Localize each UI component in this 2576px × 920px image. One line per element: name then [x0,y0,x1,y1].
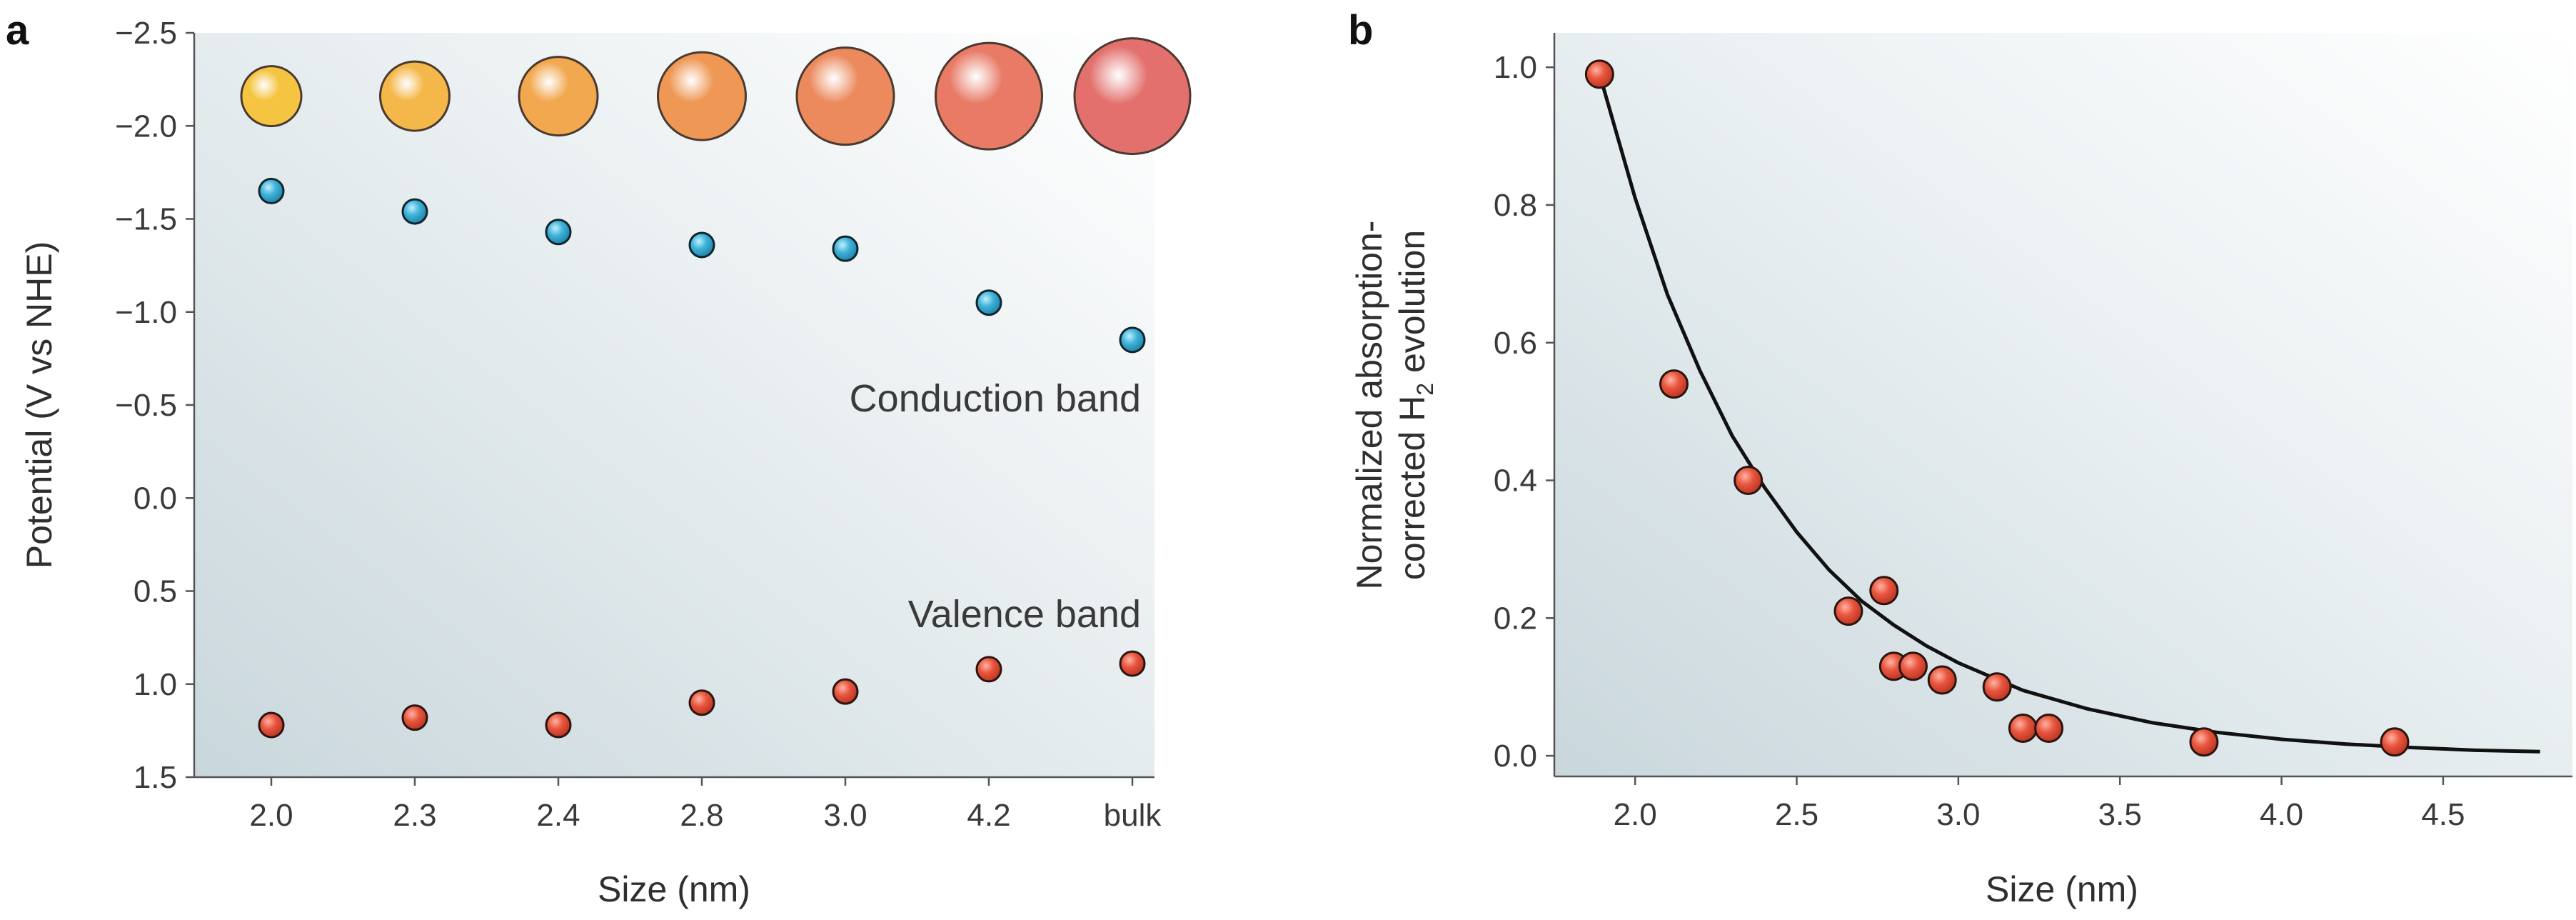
panel-a-y-tick-label: −2.0 [115,109,177,144]
panel-b: b 0.00.20.40.60.81.0 2.0 2.5 3.0 3.5 4.0 4.5 … [1348,7,2572,909]
panel-b-y-title-subscript: 2 [1412,383,1438,396]
valence-band-point [688,689,715,716]
h2-evolution-point [2034,714,2064,744]
valence-band-point [545,711,572,739]
panel-a-y-axis-title: Potential (V vs NHE) [19,241,59,569]
valence-band-label: Valence band [908,593,1141,636]
panel-a-y-tick-label: −1.0 [115,295,177,330]
valence-band-point [832,678,859,705]
panel-b-x-tick-label: 4.5 [2421,797,2465,832]
panel-a-y-tick-label: 1.5 [134,760,177,795]
h2-evolution-point [2189,727,2219,757]
panel-a-x-tick-label: 2.4 [536,798,580,833]
valence-band-point [401,704,428,731]
h2-evolution-point [1927,665,1957,695]
panel-a-letter: a [6,7,29,54]
panel-b-y-tick-label: 1.0 [1494,50,1537,85]
conduction-band-point [258,177,285,204]
panel-b-y-ticks: 0.0 0.2 0.4 0.6 0.8 1.0 [1494,50,1554,774]
panel-b-y-tick-label: 0.0 [1494,739,1537,774]
panel-b-x-tick-label: 3.5 [2098,797,2142,832]
conduction-band-point [1119,326,1146,354]
svg-text:corrected H2 evolution: corrected H2 evolution [1392,230,1438,580]
panel-a-y-tick-label: −1.5 [115,202,177,237]
panel-a-x-tick-label: 4.2 [967,798,1010,833]
panel-b-y-title-line1: Normalized absorption- [1349,221,1389,590]
valence-band-point [258,711,285,739]
panel-a-x-tick-label: 2.0 [249,798,293,833]
panel-b-y-tick-label: 0.4 [1494,464,1537,499]
panel-a-x-tick-label: bulk [1104,798,1162,833]
quantum-dot-sphere [518,56,599,137]
conduction-band-point [545,219,572,246]
valence-band-point [1119,650,1146,677]
panel-b-background [1554,33,2572,776]
panel-b-x-ticks: 2.0 2.5 3.0 3.5 4.0 4.5 [1614,776,2465,832]
panel-a-y-ticks: −2.5 −2.0 −1.5 −1.0 −0.5 0.0 0.5 1.0 1.5 [115,16,194,795]
quantum-dot-sphere [935,41,1043,151]
h2-evolution-point [1833,596,1863,626]
h2-evolution-point [1982,672,2012,702]
h2-evolution-point [2008,714,2038,744]
h2-evolution-point [1869,576,1899,606]
panel-a-x-tick-label: 2.8 [680,798,723,833]
panel-b-y-axis-title: Normalized absorption- corrected H2 evol… [1349,221,1438,590]
panel-b-x-tick-label: 3.0 [1936,797,1980,832]
panel-b-y-tick-label: 0.2 [1494,601,1537,636]
panel-a-valence-series [258,650,1146,739]
conduction-band-label: Conduction band [850,377,1141,420]
conduction-band-point [401,198,428,225]
panel-a-x-axis-title: Size (nm) [598,869,750,909]
panel-a-y-tick-label: 1.0 [134,667,177,702]
valence-band-point [975,656,1002,683]
quantum-dot-sphere [657,51,747,141]
conduction-band-point [975,289,1002,316]
h2-evolution-point [1734,466,1764,496]
quantum-dot-sphere [795,46,895,146]
h2-evolution-point [2380,727,2410,757]
h2-evolution-point [1659,369,1689,399]
svg-text:Normalized absorption-: Normalized absorption- [1349,221,1389,590]
panel-a-x-ticks: 2.0 2.3 2.4 2.8 3.0 4.2 bulk [249,777,1162,833]
panel-b-y-tick-label: 0.6 [1494,326,1537,361]
panel-b-letter: b [1348,7,1373,54]
quantum-dot-sphere [1073,37,1192,156]
panel-a-y-tick-label: −2.5 [115,16,177,51]
panel-a-y-tick-label: −0.5 [115,388,177,423]
conduction-band-point [688,231,715,259]
panel-a-x-tick-label: 2.3 [393,798,436,833]
panel-b-y-title-line2-tail: evolution [1392,230,1432,383]
panel-a-quantum-dots [240,37,1192,156]
panel-a-background [194,33,1154,777]
panel-b-y-tick-label: 0.8 [1494,188,1537,223]
panel-b-fit-curve-group [1597,74,2540,754]
panel-a-y-tick-label: 0.5 [134,574,177,609]
panel-b-x-axis-title: Size (nm) [1986,869,2138,909]
panel-b-x-tick-label: 4.0 [2260,797,2303,832]
panel-b-y-title-line2: corrected H [1392,396,1432,580]
h2-evolution-point [1898,651,1928,681]
fit-curve [1597,74,2540,754]
quantum-dot-sphere [240,65,303,128]
panel-b-x-tick-label: 2.0 [1614,797,1657,832]
panel-a-y-tick-label: 0.0 [134,481,177,516]
panel-b-x-tick-label: 2.5 [1775,797,1818,832]
panel-a-x-tick-label: 3.0 [823,798,867,833]
panel-a-conduction-series [258,177,1146,354]
quantum-dot-sphere [379,60,451,132]
h2-evolution-point [1584,59,1614,89]
panel-b-data-points [1584,59,2410,757]
conduction-band-point [832,235,859,262]
panel-a: a −2.5−2.0−1.5−1.0−0.50.00.51.01.5 2.0 2.… [6,7,1192,909]
